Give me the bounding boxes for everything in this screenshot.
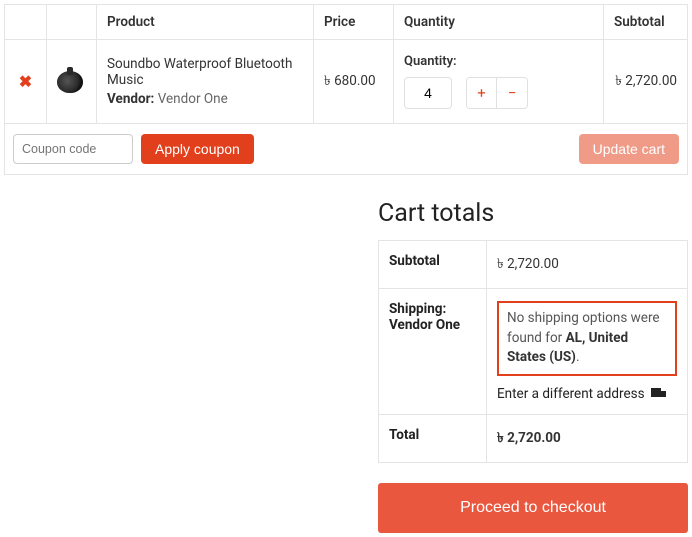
quantity-decrease-button[interactable]: − — [497, 78, 527, 108]
quantity-label: Quantity: — [404, 54, 593, 69]
header-subtotal: Subtotal — [604, 5, 688, 40]
shipping-label: Shipping: Vendor One — [379, 289, 487, 415]
totals-total-row: Total ৳ 2,720.00 — [379, 414, 688, 462]
total-value: ৳ 2,720.00 — [487, 414, 688, 462]
quantity-stepper: + − — [466, 77, 528, 109]
cart-totals-title: Cart totals — [378, 199, 688, 228]
vendor-name[interactable]: Vendor One — [158, 91, 228, 107]
totals-shipping-row: Shipping: Vendor One No shipping options… — [379, 289, 688, 415]
cart-actions-row: Apply coupon Update cart — [5, 124, 688, 175]
enter-different-address-link[interactable]: Enter a different address — [497, 386, 677, 402]
subtotal-cell: ৳ 2,720.00 — [604, 40, 688, 124]
quantity-increase-button[interactable]: + — [467, 78, 497, 108]
cart-totals-table: Subtotal ৳ 2,720.00 Shipping: Vendor One… — [378, 240, 688, 463]
shipping-msg-suffix: . — [576, 349, 580, 365]
cart-row: ✖ Soundbo Waterproof Bluetooth Music Ven… — [5, 40, 688, 124]
quantity-cell: Quantity: + − — [394, 40, 604, 124]
total-label: Total — [379, 414, 487, 462]
product-cell: Soundbo Waterproof Bluetooth Music Vendo… — [97, 40, 314, 124]
header-remove — [5, 5, 47, 40]
proceed-to-checkout-button[interactable]: Proceed to checkout — [378, 483, 688, 533]
subtotal-value: ৳ 2,720.00 — [487, 241, 688, 289]
subtotal-label: Subtotal — [379, 241, 487, 289]
product-title[interactable]: Soundbo Waterproof Bluetooth Music — [107, 56, 303, 88]
totals-subtotal-row: Subtotal ৳ 2,720.00 — [379, 241, 688, 289]
header-quantity: Quantity — [394, 5, 604, 40]
shipping-message-callout: No shipping options were found for AL, U… — [497, 301, 677, 376]
header-thumb — [47, 5, 97, 40]
price-cell: ৳ 680.00 — [314, 40, 394, 124]
product-thumbnail[interactable] — [57, 71, 83, 93]
quantity-input[interactable] — [404, 77, 452, 109]
coupon-input[interactable] — [13, 134, 133, 164]
update-cart-button[interactable]: Update cart — [579, 134, 679, 164]
remove-item-button[interactable]: ✖ — [19, 72, 32, 91]
header-product: Product — [97, 5, 314, 40]
cart-totals-section: Cart totals Subtotal ৳ 2,720.00 Shipping… — [378, 199, 688, 533]
vendor-label: Vendor: — [107, 91, 154, 107]
cart-table: Product Price Quantity Subtotal ✖ Soundb… — [4, 4, 688, 175]
apply-coupon-button[interactable]: Apply coupon — [141, 134, 254, 164]
truck-icon — [651, 388, 667, 400]
header-price: Price — [314, 5, 394, 40]
diff-address-text: Enter a different address — [497, 386, 645, 402]
